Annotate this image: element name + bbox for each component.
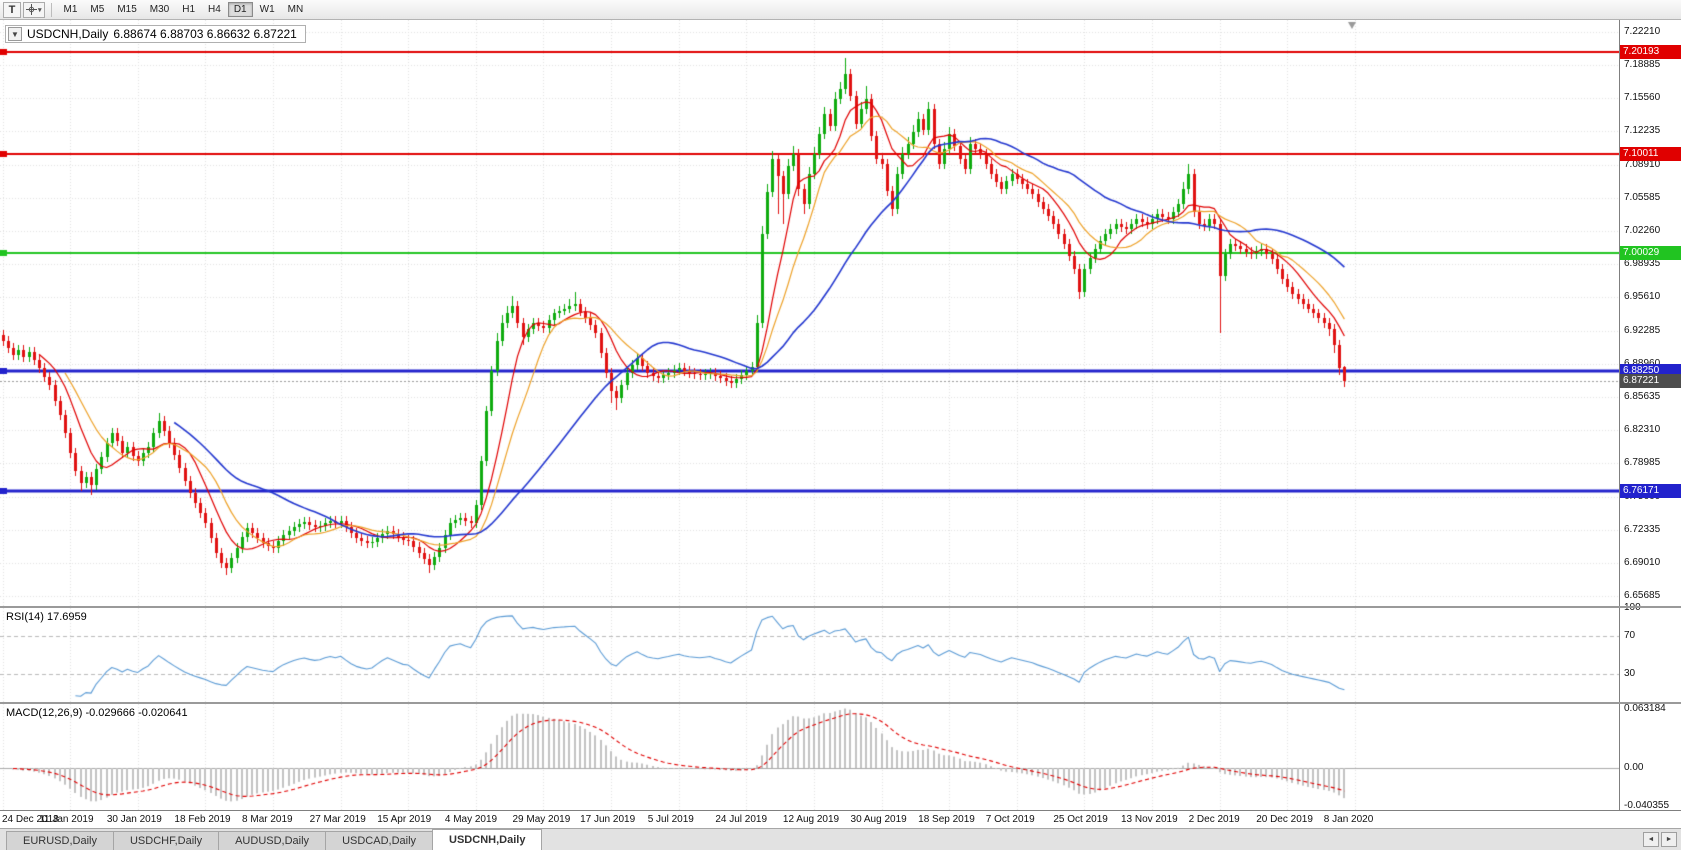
price-axis-label: 6.72335 xyxy=(1624,523,1661,535)
pane-separator[interactable] xyxy=(0,606,1681,608)
date-axis-label: 12 Aug 2019 xyxy=(782,814,840,825)
price-axis-label: 7.12235 xyxy=(1624,125,1661,137)
date-axis-label: 8 Mar 2019 xyxy=(242,814,293,825)
date-axis-label: 30 Jan 2019 xyxy=(106,814,162,825)
tab-scroll-right-button[interactable]: ► xyxy=(1661,832,1677,847)
rsi-indicator-label: RSI(14) 17.6959 xyxy=(6,611,87,623)
rsi-axis-label: 30 xyxy=(1624,667,1636,679)
date-axis-label: 7 Oct 2019 xyxy=(985,814,1035,825)
chart-tab-eurusd[interactable]: EURUSD,Daily xyxy=(6,831,114,850)
hline-price-tag[interactable]: 7.10011 xyxy=(1620,146,1681,161)
toolbar: T ▾ M1 M5 M15 M30 H1 H4 D1 W1 MN xyxy=(0,0,1681,20)
timeframe-button-m5[interactable]: M5 xyxy=(90,4,105,15)
symbol-period-label: USDCNH,Daily xyxy=(27,27,109,41)
price-axis: 7.22210 7.18885 7.15560 7.12235 7.08910 7.055… xyxy=(1619,20,1681,812)
text-tool-button[interactable]: T xyxy=(3,1,21,18)
ohlc-values: 6.88674 6.88703 6.86632 6.87221 xyxy=(113,27,297,41)
chart-workspace: ▼ USDCNH,Daily 6.88674 6.88703 6.86632 6… xyxy=(0,20,1681,812)
date-axis-label: 17 Jun 2019 xyxy=(580,814,636,825)
chart-tab-usdcad[interactable]: USDCAD,Daily xyxy=(325,831,434,850)
price-axis-label: 6.88960 xyxy=(1624,358,1660,370)
hline-price-tag[interactable]: 7.20193 xyxy=(1620,45,1681,59)
chart-tab-usdcnh[interactable]: USDCNH,Daily xyxy=(432,829,543,850)
date-axis-label: 8 Jan 2020 xyxy=(1323,814,1374,825)
date-axis-label: 15 Apr 2019 xyxy=(377,814,432,825)
date-axis-label: 24 Dec 2018 xyxy=(2,814,59,825)
price-axis-label: 7.05585 xyxy=(1624,191,1661,203)
price-axis-label: 7.15560 xyxy=(1624,92,1661,104)
chart-tabs: EURUSD,Daily USDCHF,Daily AUDUSD,Daily USDC… xyxy=(6,829,543,850)
price-axis-label: 6.69010 xyxy=(1624,556,1661,568)
date-axis-label: 24 Jul 2019 xyxy=(715,814,768,825)
chart-tab-audusd[interactable]: AUDUSD,Daily xyxy=(218,831,327,850)
one-click-trading-toggle[interactable]: ▼ xyxy=(8,27,22,41)
rsi-axis-label: 70 xyxy=(1624,630,1636,642)
macd-canvas[interactable] xyxy=(0,704,1619,810)
macd-axis-label: 0.063184 xyxy=(1624,702,1666,714)
timeframe-button-m15[interactable]: M15 xyxy=(117,4,137,15)
timeframe-toolbar: M1 M5 M15 M30 H1 H4 D1 W1 MN xyxy=(58,2,310,17)
date-axis-label: 11 Jan 2019 xyxy=(39,814,94,825)
price-chart-canvas[interactable] xyxy=(0,20,1619,606)
price-axis-label: 7.18885 xyxy=(1624,59,1661,71)
date-axis-label: 4 May 2019 xyxy=(444,814,498,825)
price-axis-label: 6.92285 xyxy=(1624,324,1661,336)
bid-price-tag: 6.87221 xyxy=(1620,374,1681,389)
price-axis-label: 6.78985 xyxy=(1624,457,1661,469)
date-axis-label: 18 Sep 2019 xyxy=(918,814,975,825)
price-axis-label: 7.02260 xyxy=(1624,225,1661,237)
price-axis-label: 6.65685 xyxy=(1624,590,1661,602)
date-axis-label: 30 Aug 2019 xyxy=(850,814,907,825)
date-axis-label: 5 Jul 2019 xyxy=(647,814,694,825)
chart-title: ▼ USDCNH,Daily 6.88674 6.88703 6.86632 6… xyxy=(5,25,306,43)
price-axis-label: 6.82310 xyxy=(1624,424,1661,436)
timeframe-button-h4[interactable]: H4 xyxy=(208,4,221,15)
crosshair-icon xyxy=(26,4,37,15)
chart-tab-usdchf[interactable]: USDCHF,Daily xyxy=(112,831,220,850)
hline-price-tag[interactable]: 7.00029 xyxy=(1620,246,1681,261)
hline-price-tag[interactable]: 6.76171 xyxy=(1620,484,1681,499)
tab-scroll-buttons: ◄ ► xyxy=(1643,832,1677,847)
chart-tab-bar: EURUSD,Daily USDCHF,Daily AUDUSD,Daily USDC… xyxy=(0,828,1681,850)
price-axis-label: 6.98935 xyxy=(1624,258,1661,270)
date-axis: 24 Dec 2018 11 Jan 2019 30 Jan 2019 18 Feb … xyxy=(0,810,1681,828)
date-axis-label: 2 Dec 2019 xyxy=(1188,814,1240,825)
tab-scroll-left-button[interactable]: ◄ xyxy=(1643,832,1659,847)
macd-axis-label: -0.040355 xyxy=(1624,800,1670,812)
rsi-axis-label: 100 xyxy=(1624,602,1641,614)
crosshair-tool-button[interactable]: ▾ xyxy=(23,1,45,18)
price-axis-label: 7.22210 xyxy=(1624,25,1661,37)
date-axis-label: 25 Oct 2019 xyxy=(1053,814,1108,825)
timeframe-button-m1[interactable]: M1 xyxy=(63,4,78,15)
rsi-canvas[interactable] xyxy=(0,608,1619,702)
timeframe-button-h1[interactable]: H1 xyxy=(182,4,196,15)
date-axis-label: 27 Mar 2019 xyxy=(309,814,366,825)
date-axis-label: 20 Dec 2019 xyxy=(1256,814,1313,825)
date-axis-label: 29 May 2019 xyxy=(512,814,571,825)
price-axis-label: 6.95610 xyxy=(1624,291,1661,303)
macd-axis-label: 0.00 xyxy=(1624,762,1644,774)
timeframe-button-m30[interactable]: M30 xyxy=(149,4,170,15)
pane-separator[interactable] xyxy=(0,702,1681,704)
timeframe-button-mn[interactable]: MN xyxy=(287,4,304,15)
macd-indicator-label: MACD(12,26,9) -0.029666 -0.020641 xyxy=(6,707,188,719)
timeframe-button-d1[interactable]: D1 xyxy=(227,2,253,17)
price-axis-label: 7.08910 xyxy=(1624,158,1661,170)
date-axis-label: 13 Nov 2019 xyxy=(1120,814,1178,825)
toolbar-separator xyxy=(50,2,52,17)
price-axis-label: 6.85635 xyxy=(1624,391,1661,402)
timeframe-button-w1[interactable]: W1 xyxy=(259,4,275,15)
dropdown-caret-icon: ▾ xyxy=(38,6,42,14)
date-axis-label: 18 Feb 2019 xyxy=(174,814,231,825)
